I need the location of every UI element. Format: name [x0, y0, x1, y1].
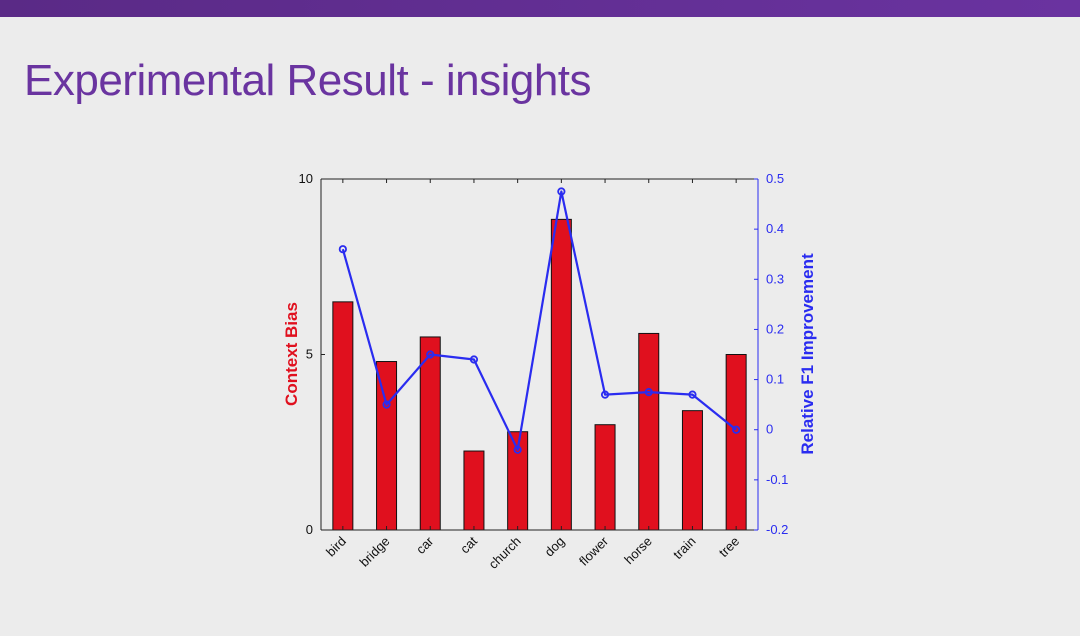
x-tick-label-cat: cat	[457, 533, 480, 556]
bar-bird	[332, 301, 354, 531]
f1-point-train	[688, 390, 697, 399]
x-tick-label-dog: dog	[542, 534, 568, 560]
x-tick-label-flower: flower	[576, 533, 612, 569]
bar-horse	[638, 332, 660, 531]
y2-tick-label-0: 0	[766, 422, 773, 437]
bar-tree	[725, 354, 747, 531]
y2-tick-label-0.1: 0.1	[766, 372, 784, 387]
y2-tick-label--0.1: -0.1	[766, 472, 788, 487]
bar-flower	[594, 424, 616, 531]
ticks-layer: bird bridge car cat church dog flower horse trai…	[299, 171, 789, 572]
f1-point-flower	[600, 390, 610, 399]
f1-point-church	[513, 445, 522, 454]
x-tick-label-horse: horse	[621, 534, 655, 568]
y2-tick-label-0.4: 0.4	[766, 221, 784, 236]
y-tick-label-10: 10	[299, 171, 313, 186]
bars-layer	[332, 218, 747, 531]
x-tick-label-bird: bird	[323, 534, 349, 560]
bar-bridge	[376, 361, 398, 531]
f1-point-horse	[644, 388, 653, 397]
f1-point-tree	[732, 425, 741, 434]
f1-point-bridge	[382, 400, 391, 409]
y-axis-label: Context Bias	[282, 302, 301, 406]
y2-tick-label--0.2: -0.2	[766, 522, 788, 537]
f1-point-cat	[469, 355, 479, 364]
f1-point-dog	[557, 187, 566, 196]
axes-layer	[320, 178, 759, 531]
f1-point-car	[426, 350, 435, 359]
slide-title: Experimental Result - insights	[24, 56, 592, 105]
x-tick-label-bridge: bridge	[357, 534, 393, 570]
bar-car	[419, 336, 441, 531]
bar-train	[681, 410, 703, 531]
x-tick-label-church: church	[486, 534, 524, 572]
x-tick-label-car: car	[413, 533, 437, 557]
f1-point-bird	[338, 245, 347, 254]
y2-tick-label-0.3: 0.3	[766, 271, 784, 286]
y-tick-label-0: 0	[306, 522, 313, 537]
x-tick-label-tree: tree	[716, 534, 742, 560]
line-layer	[338, 187, 741, 454]
y-tick-label-5: 5	[306, 347, 313, 362]
y2-tick-label-0.5: 0.5	[766, 171, 784, 186]
x-tick-label-train: train	[670, 534, 698, 562]
bar-dog	[550, 218, 572, 531]
y2-tick-label-0.2: 0.2	[766, 321, 784, 336]
bar-cat	[463, 450, 485, 531]
y2-axis-label: Relative F1 Improvement	[798, 253, 817, 455]
f1-improvement-line	[341, 190, 737, 451]
top-accent-bar	[0, 0, 1080, 17]
